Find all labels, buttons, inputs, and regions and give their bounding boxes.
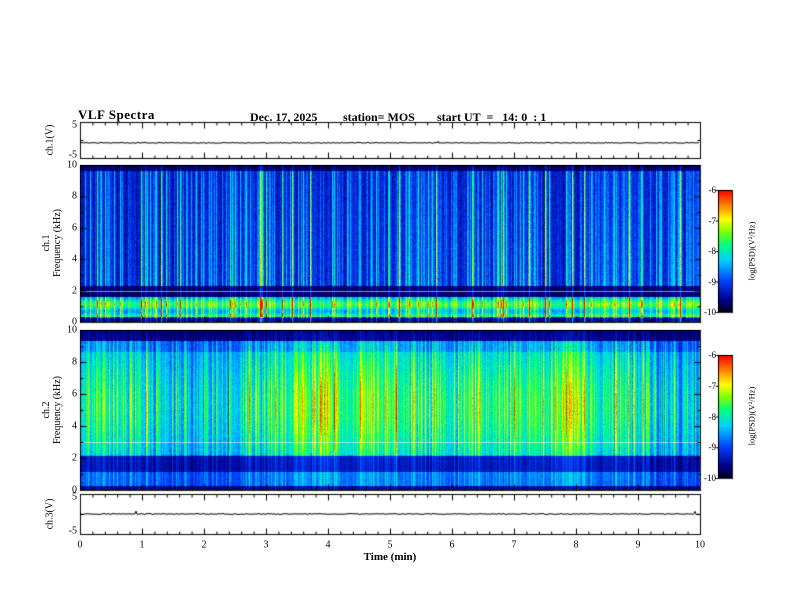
y-tick-label: 4 xyxy=(72,253,77,265)
ch1v-axis-label: ch.1(V) xyxy=(44,124,56,156)
x-tick-label: 0 xyxy=(77,539,83,551)
colorbar-tick-label: -8 xyxy=(708,411,717,422)
colorbar-tick-label: -9 xyxy=(708,442,717,453)
ch2-axis-label-line1: ch.2 xyxy=(41,401,52,419)
x-tick-label: 8 xyxy=(573,539,579,551)
x-tick-label: 1 xyxy=(139,539,145,551)
colorbar-tick-label: -7 xyxy=(708,380,717,391)
colorbar-tick-label: -9 xyxy=(708,276,717,287)
ch1-spectrogram-canvas xyxy=(80,165,700,322)
y-tick-label: 8 xyxy=(72,190,77,202)
y-tick-label: 5 xyxy=(72,119,77,131)
x-tick-label: 10 xyxy=(695,539,705,551)
ch3-voltage-trace-canvas xyxy=(80,494,700,534)
y-tick-label: 4 xyxy=(72,420,77,432)
x-tick-label: 9 xyxy=(635,539,641,551)
ch1-voltage-trace-canvas xyxy=(80,122,700,158)
y-tick-label: 8 xyxy=(72,356,77,368)
y-tick-label: 2 xyxy=(72,285,77,297)
y-tick-label: 6 xyxy=(72,222,77,234)
time-axis-label: Time (min) xyxy=(363,551,417,563)
y-tick-label: 6 xyxy=(72,388,77,400)
colorbar-tick-label: -10 xyxy=(704,307,716,317)
y-tick-label: 10 xyxy=(67,159,77,171)
colorbar-tick-label: -10 xyxy=(704,473,716,483)
ch1-axis-label-line2: Frequency (kHz) xyxy=(52,208,63,278)
x-tick-label: 5 xyxy=(387,539,393,551)
colorbar-2 xyxy=(718,355,732,478)
y-tick-label: -5 xyxy=(68,149,77,161)
y-tick-label: 2 xyxy=(72,452,77,464)
y-tick-label: 10 xyxy=(67,324,77,336)
ch1-frequency-axis-label: ch.1 Frequency (kHz) xyxy=(41,209,63,277)
x-tick-label: 7 xyxy=(511,539,517,551)
x-tick-label: 6 xyxy=(449,539,455,551)
ch1-axis-label-line1: ch.1 xyxy=(41,234,52,252)
colorbar-tick-label: -6 xyxy=(708,350,717,360)
colorbar1-unit-label: log(PSD)(V²/Hz) xyxy=(746,221,757,281)
colorbar-tick-label: -7 xyxy=(708,215,717,226)
colorbar2-unit-label: log(PSD)(V²/Hz) xyxy=(746,386,757,446)
x-tick-label: 4 xyxy=(325,539,331,551)
colorbar-tick-label: -6 xyxy=(708,185,717,195)
y-tick-label: -5 xyxy=(68,525,77,537)
page-title: VLF Spectra xyxy=(78,107,155,122)
x-tick-label: 3 xyxy=(263,539,269,551)
colorbar-tick-label: -8 xyxy=(708,246,717,256)
ch2-spectrogram-canvas xyxy=(80,330,700,490)
colorbar-1 xyxy=(718,190,732,312)
x-tick-label: 2 xyxy=(201,539,207,551)
ch2-frequency-axis-label: ch.2 Frequency (kHz) xyxy=(41,376,63,444)
y-tick-label: 5 xyxy=(72,491,77,503)
ch2-axis-label-line2: Frequency (kHz) xyxy=(52,375,63,445)
ch3v-axis-label: ch.3(V) xyxy=(44,498,56,530)
